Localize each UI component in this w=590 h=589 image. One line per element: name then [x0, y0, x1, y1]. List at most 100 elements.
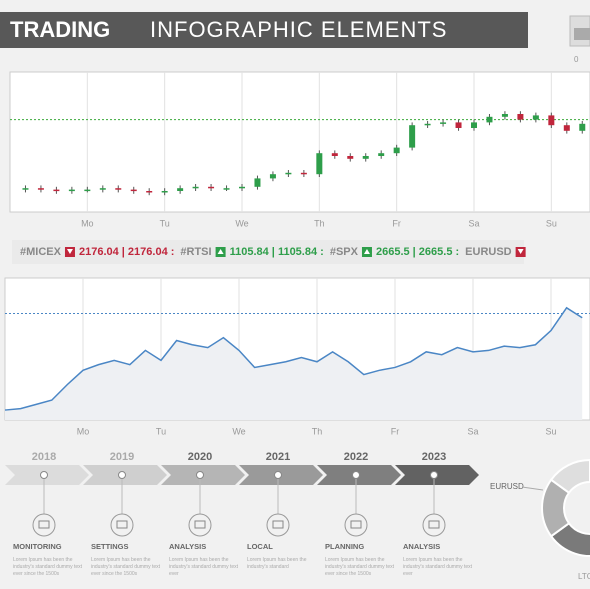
- donut-leader: [521, 486, 544, 491]
- step-text: Lorem Ipsum has been the industry's stand…: [325, 557, 395, 577]
- title-bold: TRADING: [10, 17, 110, 42]
- candle-body: [37, 188, 44, 190]
- candle-body: [424, 123, 431, 126]
- candle-body: [532, 115, 539, 120]
- title-bar: [0, 12, 528, 48]
- candle-body: [22, 188, 29, 190]
- node: [40, 471, 48, 479]
- step-text: Lorem Ipsum has been the industry's stand…: [247, 557, 307, 570]
- candle-body: [517, 114, 524, 120]
- candle-body: [393, 147, 400, 154]
- icon-glyph: [350, 520, 362, 529]
- candle-body: [300, 172, 307, 175]
- step-text: Lorem Ipsum has been the industry's stand…: [13, 557, 83, 577]
- candle-body: [254, 178, 261, 187]
- icon: [32, 513, 56, 537]
- candle-body: [471, 122, 477, 128]
- donut-slice: [549, 458, 590, 495]
- candle-body: [579, 123, 586, 131]
- year: 2020: [188, 451, 212, 463]
- icon-glyph: [428, 520, 440, 529]
- candle-body: [146, 191, 153, 193]
- candle-body: [53, 189, 60, 192]
- candle-body: [208, 186, 215, 189]
- x-tick-label: Mo: [77, 426, 90, 436]
- ticker-symbol: EURUSD: [465, 246, 512, 258]
- x-tick-label: We: [235, 218, 248, 228]
- x-tick-label: Sa: [468, 218, 479, 228]
- x-tick-label: Mo: [81, 218, 94, 228]
- candle-body: [563, 125, 570, 131]
- x-tick-label: We: [232, 426, 245, 436]
- x-tick-label: Tu: [156, 426, 166, 436]
- title-light: INFOGRAPHIC ELEMENTS: [150, 17, 447, 42]
- candle-body: [84, 189, 91, 192]
- x-tick-label: Tu: [160, 218, 170, 228]
- ticker-arrow-glyph: [363, 249, 370, 254]
- widget-bar: [574, 28, 590, 40]
- candle-body: [115, 188, 122, 190]
- year: 2023: [422, 451, 446, 463]
- step-label: PLANNING: [325, 542, 364, 551]
- step-label: ANALYSIS: [403, 542, 440, 551]
- icon-glyph: [38, 520, 50, 529]
- step-label: SETTINGS: [91, 542, 129, 551]
- candle-body: [269, 174, 276, 179]
- icon: [188, 513, 212, 537]
- ticker-bar: [12, 240, 524, 264]
- ticker-arrow-glyph: [66, 249, 73, 254]
- ticker-symbol: #SPX: [330, 246, 359, 258]
- step-text: Lorem Ipsum has been the industry's stand…: [169, 557, 239, 577]
- year: 2019: [110, 451, 134, 463]
- x-tick-label: Th: [312, 426, 323, 436]
- ticker-arrow-glyph: [217, 249, 224, 254]
- x-tick-label: Su: [545, 426, 556, 436]
- step-label: MONITORING: [13, 542, 62, 551]
- candle-body: [455, 122, 462, 128]
- candle-body: [161, 191, 168, 193]
- candle-body: [239, 186, 245, 189]
- ticker-quote: 2665.5 | 2665.5 :: [376, 246, 459, 258]
- ticker-arrow-glyph: [517, 249, 524, 254]
- node: [274, 471, 282, 479]
- icon-glyph: [272, 520, 284, 529]
- icon: [344, 513, 368, 537]
- x-tick-label: Su: [546, 218, 557, 228]
- ticker-symbol: #MICEX: [20, 246, 62, 258]
- icon: [110, 513, 134, 537]
- ticker: #MICEX 2176.04 | 2176.04 : #RTSI 1105.84 | …: [20, 246, 526, 258]
- candle-body: [130, 189, 137, 192]
- node: [118, 471, 126, 479]
- node: [430, 471, 438, 479]
- step-label: LOCAL: [247, 542, 273, 551]
- icon-glyph: [116, 520, 128, 529]
- ticker-symbol: #RTSI: [180, 246, 211, 258]
- candle-body: [362, 156, 369, 159]
- year: 2022: [344, 451, 368, 463]
- candle-body: [548, 115, 555, 126]
- x-tick-label: Fr: [392, 218, 401, 228]
- year: 2018: [32, 451, 56, 463]
- node: [352, 471, 360, 479]
- timeline: 2018 MONITORING Lorem Ipsum has been the in…: [5, 451, 479, 577]
- ticker-quote: 1105.84 | 1105.84 :: [230, 246, 324, 258]
- icon: [266, 513, 290, 537]
- donut-label: EURUSD: [490, 482, 524, 491]
- candle-body: [347, 156, 354, 159]
- widget-value: 0: [574, 55, 579, 64]
- step-text: Lorem Ipsum has been the industry's stand…: [403, 557, 473, 577]
- icon: [422, 513, 446, 537]
- candle-panel: [9, 71, 590, 213]
- ticker-quote: 2176.04 | 2176.04 :: [79, 246, 174, 258]
- candle-body: [378, 153, 385, 156]
- x-tick-label: Fr: [391, 426, 400, 436]
- donut-label: LTC: [578, 572, 590, 581]
- candle-body: [192, 186, 199, 189]
- line: [4, 306, 583, 411]
- candle-body: [177, 188, 184, 191]
- candle-body: [331, 153, 338, 156]
- candle-body: [486, 116, 493, 123]
- candle-body: [223, 188, 230, 190]
- candle-body: [68, 189, 75, 192]
- candle-body: [316, 153, 323, 175]
